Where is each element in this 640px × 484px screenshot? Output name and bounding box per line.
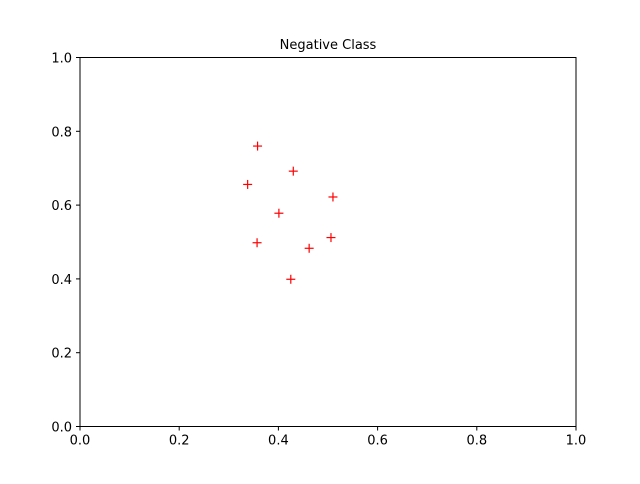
data-point <box>243 179 253 189</box>
x-tick-label: 0.2 <box>169 434 190 449</box>
data-point <box>252 238 262 248</box>
data-points <box>243 141 338 284</box>
axis-ticks: 0.0 0.2 0.4 0.6 0.8 1.0 0.0 0.2 0.4 0.6 0.8 1.0 <box>51 52 586 449</box>
y-tick-label: 0.0 <box>51 421 72 436</box>
x-tick-label: 1.0 <box>566 434 587 449</box>
data-point <box>288 166 298 176</box>
x-tick-label: 0.0 <box>70 434 91 449</box>
data-point <box>328 192 338 202</box>
data-point <box>274 208 284 218</box>
y-tick-label: 0.8 <box>51 125 72 140</box>
data-point <box>253 141 263 151</box>
y-tick-label: 0.6 <box>51 199 72 214</box>
plot-area-frame <box>79 57 577 427</box>
data-point <box>304 243 314 253</box>
data-point <box>286 274 296 284</box>
x-tick-label: 0.4 <box>268 434 289 449</box>
chart-title: Negative Class <box>280 38 377 53</box>
y-tick-label: 1.0 <box>51 52 72 67</box>
y-tick-label: 0.2 <box>51 347 72 362</box>
y-tick-label: 0.4 <box>51 273 72 288</box>
data-point <box>326 233 336 243</box>
x-tick-label: 0.6 <box>367 434 388 449</box>
x-tick-label: 0.8 <box>466 434 487 449</box>
